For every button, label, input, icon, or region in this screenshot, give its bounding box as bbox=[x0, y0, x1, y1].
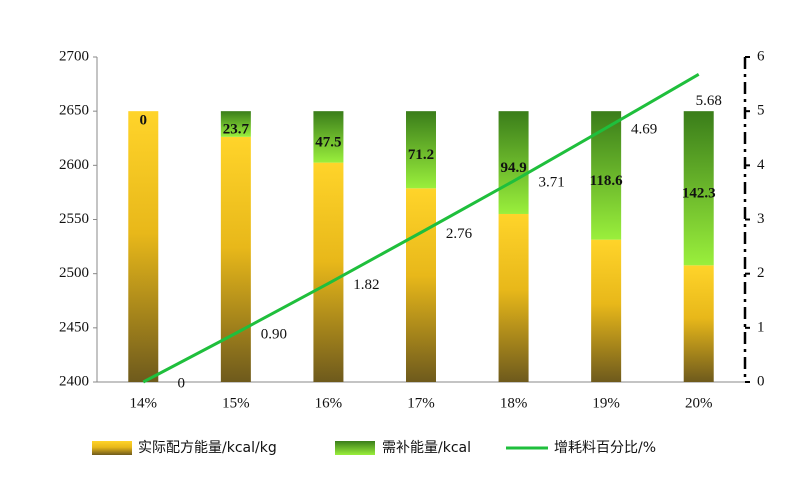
y-tick-label: 2550 bbox=[59, 211, 89, 227]
y2-tick-label: 2 bbox=[757, 265, 765, 281]
bar-segment bbox=[406, 188, 436, 382]
line-label: 2.76 bbox=[446, 226, 473, 242]
bar-segment bbox=[683, 265, 714, 382]
y2-tick-label: 3 bbox=[757, 211, 765, 227]
data-label: 142.3 bbox=[682, 186, 716, 202]
bar-segment bbox=[313, 162, 344, 382]
bar-segment bbox=[591, 239, 622, 382]
x-tick-label: 15% bbox=[222, 395, 250, 411]
line-label: 5.68 bbox=[696, 93, 722, 109]
data-label: 71.2 bbox=[408, 147, 434, 163]
y-tick-label: 2400 bbox=[59, 373, 89, 389]
bar-segment bbox=[406, 111, 436, 189]
data-label: 94.9 bbox=[500, 160, 526, 176]
y2-tick-label: 1 bbox=[757, 319, 765, 335]
bar-segment bbox=[498, 213, 529, 382]
legend-label: 需补能量/kcal bbox=[382, 440, 471, 456]
x-tick-label: 17% bbox=[407, 395, 435, 411]
legend-label: 实际配方能量/kcal/kg bbox=[138, 440, 277, 456]
bar-segment bbox=[128, 111, 159, 383]
y-tick-label: 2600 bbox=[59, 157, 89, 173]
bar-segment bbox=[498, 111, 529, 214]
x-tick-label: 16% bbox=[315, 395, 343, 411]
y2-tick-label: 0 bbox=[757, 373, 765, 389]
y2-tick-label: 6 bbox=[757, 48, 765, 64]
data-label: 0 bbox=[140, 113, 148, 129]
legend: 实际配方能量/kcal/kg 需补能量/kcal 增耗料百分比/% bbox=[92, 440, 656, 456]
line-label: 0 bbox=[178, 375, 186, 391]
y-tick-label: 2500 bbox=[59, 265, 89, 281]
y-tick-label: 2650 bbox=[59, 103, 89, 119]
y2-tick-label: 4 bbox=[757, 157, 765, 173]
data-label: 47.5 bbox=[315, 134, 341, 150]
y-tick-label: 2450 bbox=[59, 319, 89, 335]
y-tick-label: 2700 bbox=[59, 48, 89, 64]
line-label: 1.82 bbox=[353, 277, 379, 293]
data-label: 118.6 bbox=[590, 173, 623, 189]
x-tick-label: 19% bbox=[592, 395, 620, 411]
line-label: 0.90 bbox=[261, 327, 287, 343]
x-tick-label: 14% bbox=[130, 395, 158, 411]
data-label: 23.7 bbox=[223, 121, 250, 137]
x-tick-label: 18% bbox=[500, 395, 528, 411]
legend-swatch bbox=[92, 441, 132, 455]
line-label: 4.69 bbox=[631, 121, 657, 137]
y2-tick-label: 5 bbox=[757, 103, 765, 119]
bar-segment bbox=[220, 111, 251, 137]
bar-segment bbox=[220, 136, 251, 382]
legend-swatch bbox=[335, 441, 375, 455]
bar-segment bbox=[313, 111, 344, 163]
line-label: 3.71 bbox=[538, 174, 564, 190]
line bbox=[142, 73, 700, 384]
x-tick-label: 20% bbox=[685, 395, 713, 411]
legend-label: 增耗料百分比/% bbox=[554, 440, 656, 456]
bar-segment bbox=[683, 111, 714, 266]
